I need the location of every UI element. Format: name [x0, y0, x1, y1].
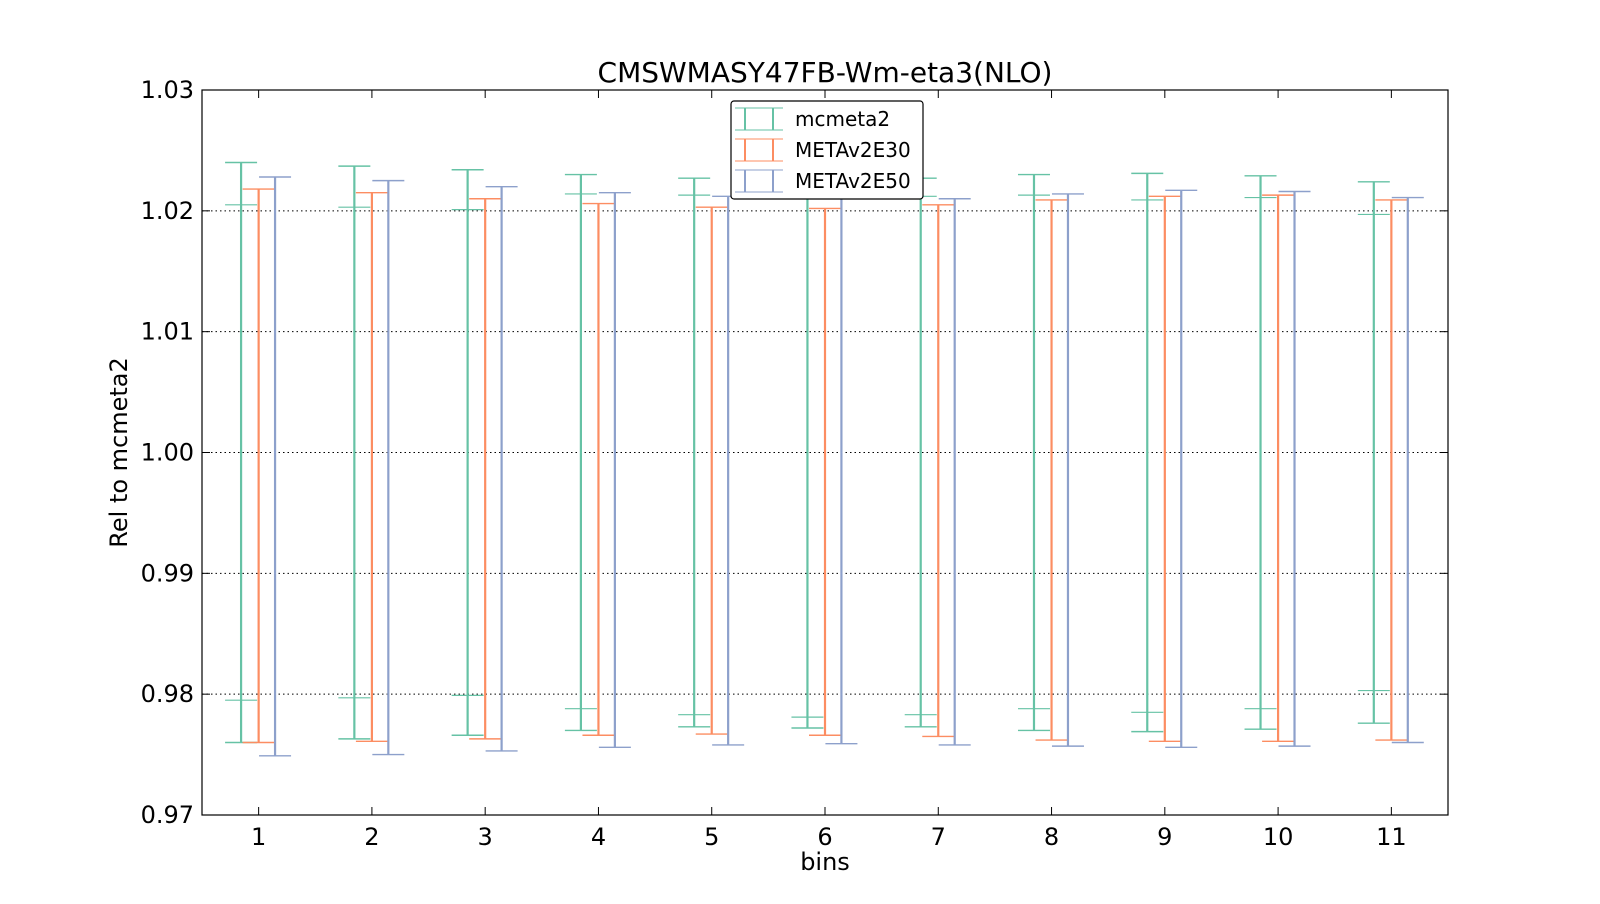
x-tick-label: 2: [364, 823, 379, 851]
x-tick-label: 11: [1376, 823, 1407, 851]
series-layer: [225, 161, 1424, 757]
legend-box: [730, 100, 924, 200]
legend-label: METAv2E50: [795, 169, 911, 193]
y-tick-label: 0.97: [141, 801, 194, 829]
x-tick-label: 1: [251, 823, 266, 851]
y-tick-label: 0.99: [141, 559, 194, 587]
x-tick-label: 9: [1157, 823, 1172, 851]
x-tick-label: 8: [1044, 823, 1059, 851]
series-mcmeta2: [225, 161, 1390, 744]
x-tick-label: 7: [931, 823, 946, 851]
x-axis-label: bins: [800, 848, 850, 876]
y-axis-label: Rel to mcmeta2: [105, 357, 133, 548]
x-tick-label: 3: [478, 823, 493, 851]
y-tick-label: 1.03: [141, 76, 194, 104]
x-tick-label: 4: [591, 823, 606, 851]
legend-entry-METAv2E30: METAv2E30: [735, 138, 911, 162]
y-tick-label: 1.01: [141, 318, 194, 346]
gridlines: [202, 210, 1448, 695]
y-tick-label: 1.00: [141, 439, 194, 467]
chart-title: CMSWMASY47FB-Wm-eta3(NLO): [598, 56, 1053, 89]
legend-label: METAv2E30: [795, 138, 911, 162]
x-tick-label: 5: [704, 823, 719, 851]
x-tick-label: 10: [1263, 823, 1294, 851]
series-METAv2E30: [242, 188, 1408, 744]
x-tick-label: 6: [817, 823, 832, 851]
series-METAv2E50: [259, 176, 1424, 757]
legend: mcmeta2 METAv2E30 METAv2E50: [730, 100, 924, 200]
legend-label: mcmeta2: [795, 107, 890, 131]
axes: 0.97 0.98 0.99 1.00 1.01 1.02 1.03 1 2 3 4 5 6 7 8 9 10 1…: [141, 76, 1448, 851]
y-tick-label: 0.98: [141, 680, 194, 708]
y-tick-label: 1.02: [141, 197, 194, 225]
legend-entry-mcmeta2: mcmeta2: [735, 107, 890, 131]
legend-entry-METAv2E50: METAv2E50: [735, 169, 911, 193]
